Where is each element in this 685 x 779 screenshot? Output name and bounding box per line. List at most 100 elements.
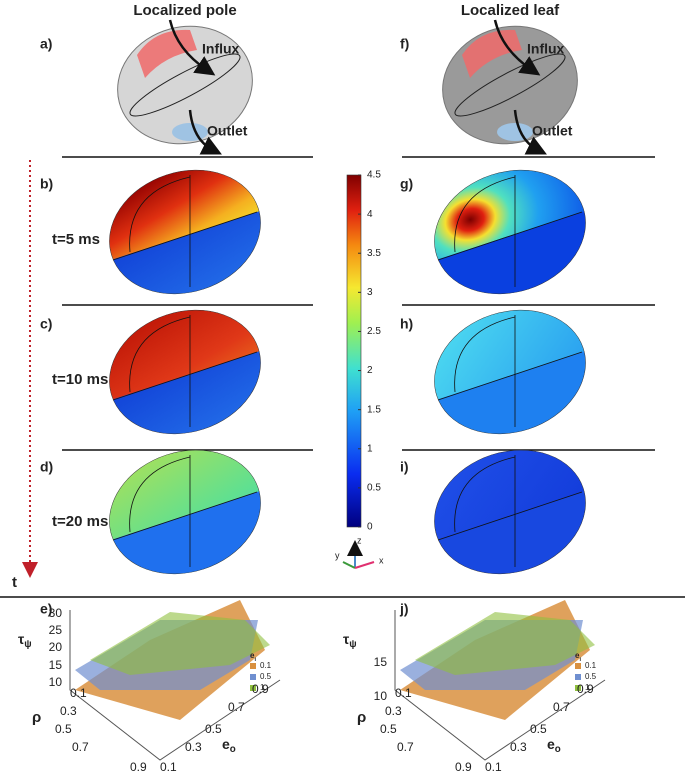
panel-label: b) (40, 176, 53, 192)
rho-tick-label: 0.1 (395, 686, 412, 700)
legend-swatch (575, 674, 581, 680)
time-label: t=5 ms (52, 231, 100, 248)
legend-swatch (250, 663, 256, 669)
panel-label: i) (400, 459, 409, 475)
time-label: t=10 ms (52, 371, 108, 388)
label-sub: o (555, 744, 561, 755)
ellipsoid (105, 309, 275, 452)
rho-label: ρ (357, 709, 366, 726)
column-title: Localized pole (133, 2, 236, 19)
eo-tick-label: 0.1 (160, 760, 177, 774)
edge (437, 351, 583, 401)
sub-label: τψ (18, 631, 32, 650)
eo-tick-label: 0.7 (228, 700, 245, 714)
colorbar-tick-label: 2.5 (367, 326, 381, 337)
colorbar-tick-label: 4 (367, 209, 373, 220)
rho-tick-label: 0.9 (455, 760, 472, 774)
rho-tick-label: 0.7 (397, 740, 414, 754)
edge (454, 176, 516, 253)
outline (109, 169, 261, 295)
schematic (442, 19, 578, 155)
sub-label: τψ (343, 631, 357, 650)
edge (112, 211, 258, 261)
panel-label: e) (40, 601, 52, 617)
legend-label: 0.5 (260, 672, 272, 681)
eo-tick-label: 0.3 (510, 740, 527, 754)
legend-swatch (575, 663, 581, 669)
edge (129, 176, 191, 253)
influx-label: Influx (527, 41, 565, 57)
legend-label: 0.1 (585, 661, 597, 670)
rho-tick-label: 0.1 (70, 686, 87, 700)
colorbar-tick-label: 1.5 (367, 404, 381, 415)
colorbar-tick-label: 2 (367, 365, 373, 376)
schematic (117, 19, 253, 155)
z-tick-label: 10 (49, 675, 63, 689)
ellipsoid (105, 449, 275, 592)
surface (90, 612, 270, 675)
column-title: Localized leaf (461, 2, 560, 19)
rho-tick-label: 0.9 (130, 760, 147, 774)
eo-tick-label: 0.9 (577, 682, 594, 696)
outline (434, 169, 586, 295)
eo-tick-label: 0.7 (553, 700, 570, 714)
triad-axis (342, 561, 356, 569)
z-tick-label: 30 (49, 606, 63, 620)
influx-patch (462, 29, 522, 78)
z-tick-label: 15 (49, 658, 63, 672)
rho-label: ρ (32, 709, 41, 726)
time-label: t=20 ms (52, 513, 108, 530)
legend-swatch (250, 685, 256, 691)
label-sub: ψ (349, 639, 356, 650)
sub-label: eo (547, 736, 561, 755)
triad-label: z (357, 535, 362, 545)
triad-axis (354, 561, 375, 569)
panel-label: g) (400, 176, 413, 192)
triad-label: x (379, 555, 384, 565)
rho-tick-label: 0.5 (55, 722, 72, 736)
ellipsoid (430, 449, 600, 592)
arrow (168, 19, 216, 76)
sub-label: ei (575, 651, 581, 663)
colorbar-tick-label: 3.5 (367, 248, 381, 259)
legend-label: 1 (585, 683, 590, 692)
surface (415, 612, 595, 675)
arrow (513, 109, 547, 155)
panel-label: a) (40, 36, 52, 52)
legend-swatch (250, 674, 256, 680)
eo-tick-label: 0.1 (485, 760, 502, 774)
label-base: τ (18, 631, 25, 647)
edge (129, 316, 191, 393)
eo-tick-label: 0.9 (252, 682, 269, 696)
separators (0, 156, 685, 598)
colorbar-tick-label: 0.5 (367, 483, 381, 494)
panel-label: h) (400, 316, 413, 332)
colorbar-tick-label: 3 (367, 287, 373, 298)
sub-label: eo (222, 736, 236, 755)
axis (69, 610, 281, 761)
rho-tick-label: 0.5 (380, 722, 397, 736)
edge (454, 316, 516, 393)
outline (434, 309, 586, 435)
outlet-label: Outlet (532, 123, 573, 139)
outlet-patch (172, 123, 208, 141)
label-sub: o (230, 744, 236, 755)
plane (454, 53, 566, 117)
outline (109, 309, 261, 435)
label-base: e (250, 651, 255, 660)
legend-swatch (575, 685, 581, 691)
edge (437, 211, 583, 261)
plane (129, 53, 241, 117)
time-axis-label: t (12, 574, 17, 591)
sub-label: ei (250, 651, 256, 663)
arrow (188, 109, 222, 155)
z-tick-label: 10 (374, 689, 388, 703)
label-base: e (222, 736, 230, 752)
z-tick-label: 20 (49, 640, 63, 654)
ellipsoid (430, 309, 600, 452)
z-tick-label: 15 (374, 655, 388, 669)
colorbar-tick-label: 1 (367, 443, 373, 454)
outlet-patch (497, 123, 533, 141)
legend-label: 1 (260, 683, 265, 692)
label-sub: ψ (24, 639, 31, 650)
